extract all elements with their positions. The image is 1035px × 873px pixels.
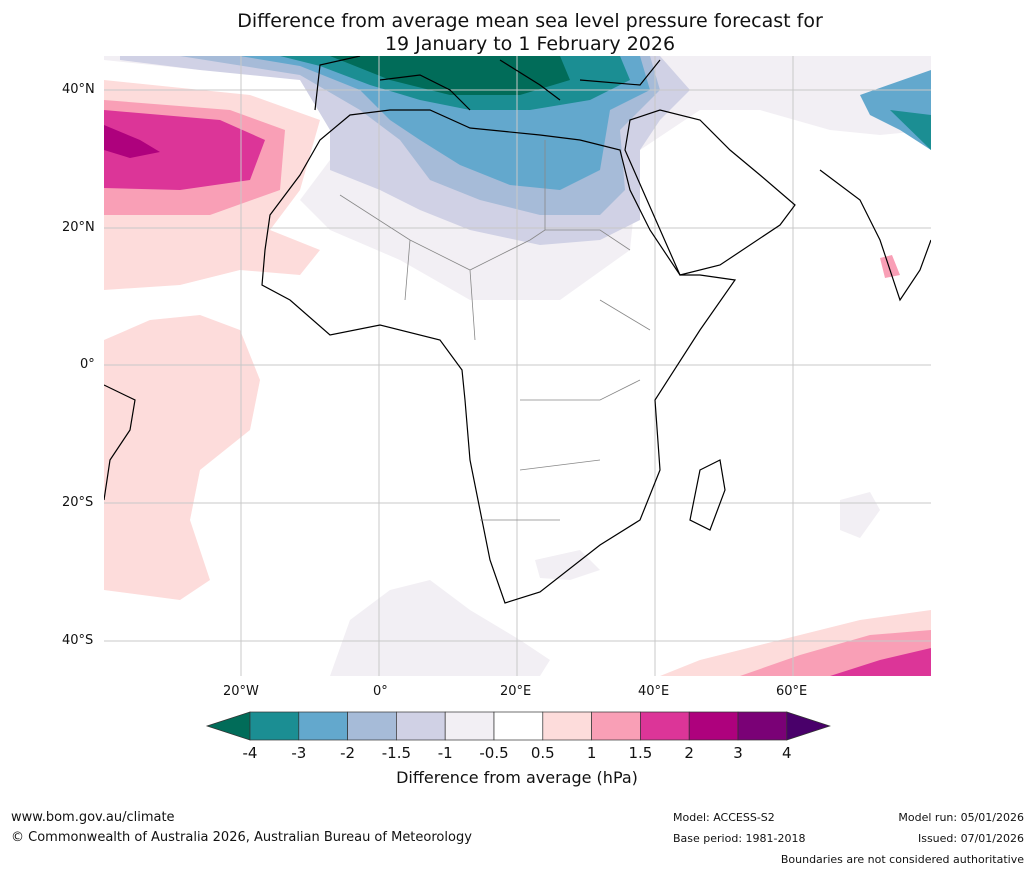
base-period-text: Base period: 1981-2018 [673, 832, 806, 845]
disclaimer-text: Boundaries are not considered authoritat… [780, 853, 1024, 866]
colorbar-over-arrow [786, 711, 831, 741]
lon-label-40e: 40°E [638, 684, 670, 699]
colorbar-tick: 4 [782, 744, 792, 762]
graticule [104, 56, 931, 676]
south-america-coast [104, 384, 136, 501]
colorbar-tick: 2 [684, 744, 694, 762]
colorbar-tick: -2 [340, 744, 356, 762]
map-title-line1: Difference from average mean sea level p… [237, 10, 823, 32]
lat-label-40n: 40°N [62, 82, 95, 97]
country-borders [339, 140, 651, 521]
lat-label-40s: 40°S [62, 633, 94, 648]
colorbar-tick: -3 [291, 744, 307, 762]
colorbar-tick: 1.5 [628, 744, 653, 762]
india-coast [819, 169, 931, 302]
madagascar-coast [689, 459, 726, 531]
map-title-line2: 19 January to 1 February 2026 [384, 33, 676, 55]
lat-label-20n: 20°N [62, 220, 95, 235]
colorbar-tick: 1 [586, 744, 597, 762]
lon-label-60e: 60°E [776, 684, 808, 699]
europe-coast [314, 56, 661, 111]
colorbar [205, 711, 831, 741]
lon-label-20w: 20°W [223, 684, 259, 699]
colorbar-tick: -1.5 [381, 744, 412, 762]
colorbar-label: Difference from average (hPa) [396, 768, 638, 787]
colorbar-swatch [688, 711, 739, 741]
colorbar-under-arrow [205, 711, 251, 741]
website-link[interactable]: www.bom.gov.au/climate [11, 810, 175, 825]
model-text: Model: ACCESS-S2 [673, 811, 775, 824]
lon-label-0: 0° [373, 684, 388, 699]
colorbar-swatch [298, 711, 348, 741]
issued-text: Issued: 07/01/2026 [917, 832, 1024, 845]
model-run-text: Model run: 05/01/2026 [898, 811, 1024, 824]
africa-coast [261, 109, 737, 604]
colorbar-swatch [591, 711, 641, 741]
lon-label-20e: 20°E [500, 684, 532, 699]
colorbar-tick: -0.5 [479, 744, 509, 762]
colorbar-swatch [396, 711, 446, 741]
colorbar-tick: -1 [437, 744, 453, 762]
colorbar-swatch [542, 711, 592, 741]
colorbar-swatch [640, 711, 690, 741]
colorbar-swatch [444, 711, 495, 741]
colorbar-swatch [737, 711, 788, 741]
colorbar-tick: -4 [242, 744, 258, 762]
copyright-text: © Commonwealth of Australia 2026, Austra… [11, 830, 472, 845]
colorbar-tick: 3 [733, 744, 743, 762]
colorbar-swatch [347, 711, 397, 741]
colorbar-tick: 0.5 [530, 744, 555, 762]
lat-label-0: 0° [80, 357, 95, 372]
colorbar-swatch [249, 711, 300, 741]
colorbar-swatch [493, 711, 544, 741]
arabia-coast [624, 109, 796, 276]
coastlines [104, 56, 931, 604]
lat-label-20s: 20°S [62, 495, 94, 510]
